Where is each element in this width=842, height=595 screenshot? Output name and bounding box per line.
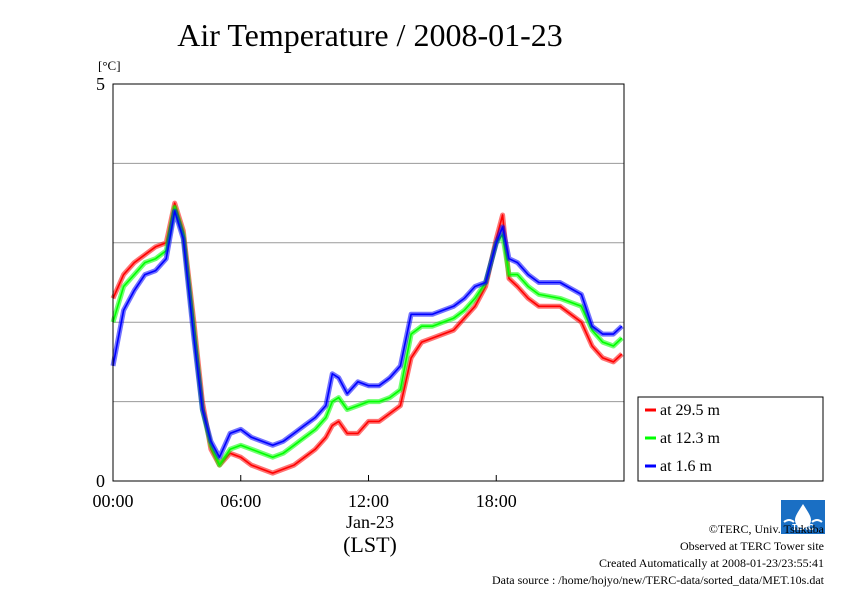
series-line-2 — [112, 210, 623, 458]
series-group — [110, 200, 624, 476]
y-axis-label: [°C] — [98, 58, 121, 73]
x-axis-label-lst: (LST) — [343, 532, 397, 557]
terc-logo-icon — [781, 500, 825, 534]
x-tick-label-1: 06:00 — [220, 491, 261, 511]
legend-box — [637, 396, 824, 482]
series-halo-1 — [110, 204, 624, 468]
series-line-0 — [112, 202, 623, 474]
legend-label-0: at 29.5 m — [660, 402, 721, 419]
legend: at 29.5 m at 12.3 m at 1.6 m — [637, 396, 824, 482]
x-axis-label: Jan-23 — [346, 512, 394, 532]
legend-label-2: at 1.6 m — [660, 458, 713, 475]
logo-text: TERC — [792, 523, 814, 532]
x-axis: 00:00 06:00 12:00 18:00 — [92, 475, 517, 511]
credit-source: Data source : /home/hojyo/new/TERC-data/… — [491, 573, 824, 587]
legend-label-1: at 12.3 m — [660, 430, 721, 447]
x-tick-label-0: 00:00 — [92, 491, 133, 511]
y-tick-label-0: 0 — [96, 471, 105, 491]
chart-title: Air Temperature / 2008-01-23 — [177, 17, 563, 53]
series-halo-0 — [110, 200, 624, 476]
series-line-1 — [112, 206, 623, 466]
y-axis: 05 — [96, 74, 105, 491]
credit-created: Created Automatically at 2008-01-23/23:5… — [599, 556, 824, 570]
x-tick-label-3: 18:00 — [476, 491, 517, 511]
credit-copyright: ©TERC, Univ. Tsukuba — [708, 522, 824, 536]
credit-observed: Observed at TERC Tower site — [679, 539, 824, 553]
x-tick-label-2: 12:00 — [348, 491, 389, 511]
y-tick-label-1: 5 — [96, 74, 105, 94]
